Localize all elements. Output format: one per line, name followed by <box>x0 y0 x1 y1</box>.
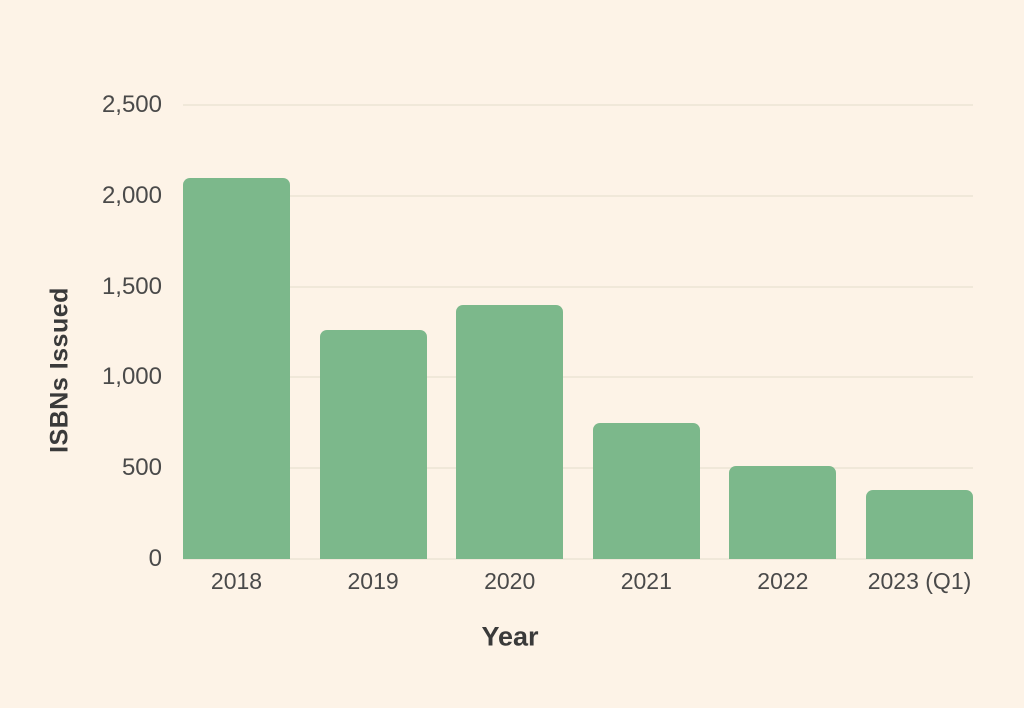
y-tick-label-1500: 1,500 <box>101 272 162 300</box>
x-tick-label-2022: 2022 <box>757 568 809 594</box>
x-tick-label-2019: 2019 <box>347 568 399 594</box>
bar-2019 <box>319 330 427 559</box>
bar-2021 <box>592 422 700 559</box>
bar-2023-q1 <box>866 490 973 559</box>
plot-area <box>183 104 973 560</box>
gridline-500 <box>183 467 973 470</box>
y-tick-label-2000: 2,000 <box>101 181 162 209</box>
y-tick-label-1000: 1,000 <box>101 363 162 391</box>
x-tick-label-2021: 2021 <box>620 568 672 594</box>
bar-2018 <box>183 177 290 559</box>
y-tick-label-500: 500 <box>121 454 162 482</box>
x-axis-title: Year <box>481 621 539 652</box>
gridline-1000 <box>183 376 973 379</box>
bar-2022 <box>729 466 837 559</box>
x-tick-label-2020: 2020 <box>484 568 536 594</box>
x-tick-label-2023-q1: 2023 (Q1) <box>867 568 972 594</box>
y-tick-label-0: 0 <box>148 545 162 572</box>
bar-2020 <box>456 304 564 559</box>
gridline-0 <box>183 558 973 560</box>
gridline-2000 <box>183 194 973 197</box>
y-tick-label-2500: 2,500 <box>101 91 162 118</box>
gridline-2500 <box>183 104 973 106</box>
x-tick-label-2018: 2018 <box>210 568 263 594</box>
gridline-1500 <box>183 285 973 288</box>
